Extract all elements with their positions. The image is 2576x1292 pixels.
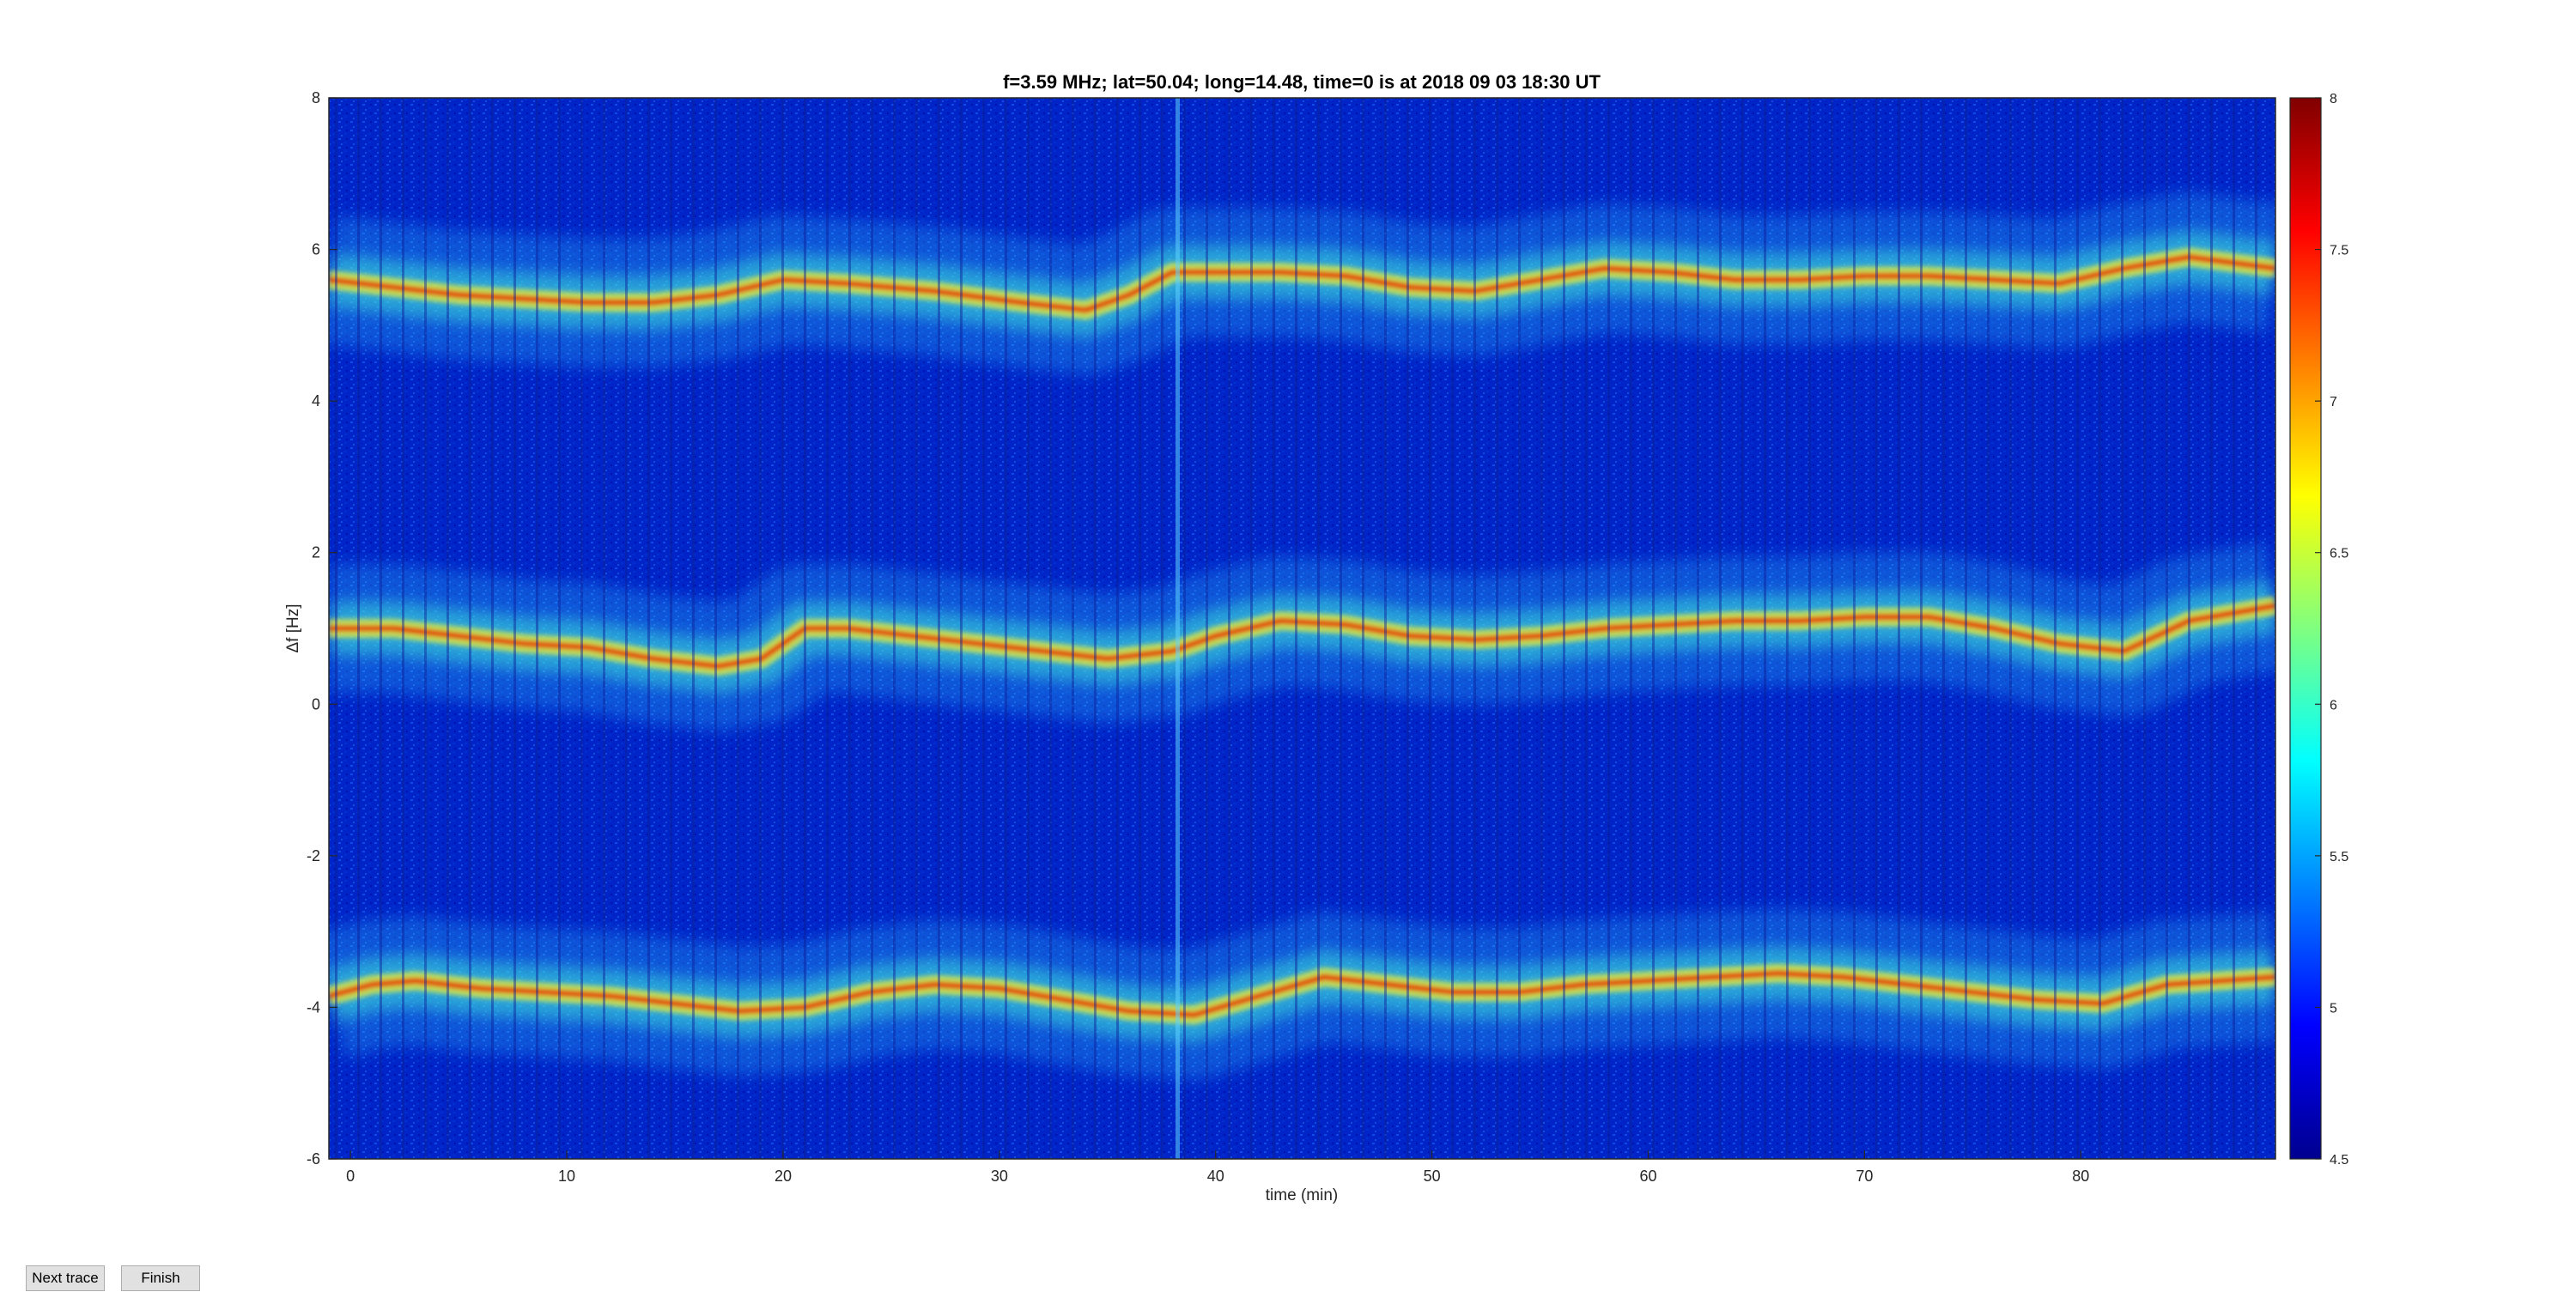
y-tick-label: 4 [312,392,320,409]
finish-button[interactable]: Finish [121,1265,200,1291]
y-tick-label: -6 [307,1150,320,1168]
colorbar-tick-label: 6.5 [2330,547,2348,561]
x-axis-label: time (min) [1266,1186,1338,1204]
y-tick-label: 8 [312,89,320,106]
y-tick-label: 0 [312,695,320,713]
y-tick-label: 6 [312,241,320,258]
colorbar-ticks: 4.5 5 5.5 6 6.5 7 7.5 8 [2315,92,2348,1168]
colorbar-tick-label: 7.5 [2330,244,2348,258]
y-axis-label: Δf [Hz] [284,604,302,652]
x-tick-label: 50 [1424,1168,1441,1185]
interference-line [1176,98,1180,1159]
x-tick-label: 0 [346,1168,355,1185]
y-tick-label: 2 [312,544,320,561]
colorbar-tick-label: 7 [2330,395,2337,409]
x-tick-label: 20 [775,1168,792,1185]
next-trace-button[interactable]: Next trace [26,1265,105,1291]
x-tick-label: 10 [558,1168,575,1185]
x-tick-label: 80 [2072,1168,2089,1185]
y-tick-label: -4 [307,998,320,1016]
colorbar-tick-label: 5.5 [2330,850,2348,864]
colorbar-tick-label: 6 [2330,698,2337,713]
colorbar-tick-label: 8 [2330,92,2337,106]
y-axis: -6 -4 -2 0 2 4 6 8 [307,89,337,1168]
colorbar-tick-label: 4.5 [2330,1153,2348,1168]
colorbar [2289,97,2322,1160]
x-tick-label: 60 [1640,1168,1657,1185]
chart-title: f=3.59 MHz; lat=50.04; long=14.48, time=… [1003,71,1601,93]
x-axis: 0 10 20 30 40 50 60 70 80 [346,1150,2089,1185]
colorbar-tick-label: 5 [2330,1001,2337,1016]
plot-frame [328,97,2276,1160]
x-tick-label: 30 [991,1168,1008,1185]
heatmap-area [329,98,2275,1159]
y-tick-label: -2 [307,847,320,864]
x-tick-label: 40 [1207,1168,1224,1185]
x-tick-label: 70 [1856,1168,1873,1185]
